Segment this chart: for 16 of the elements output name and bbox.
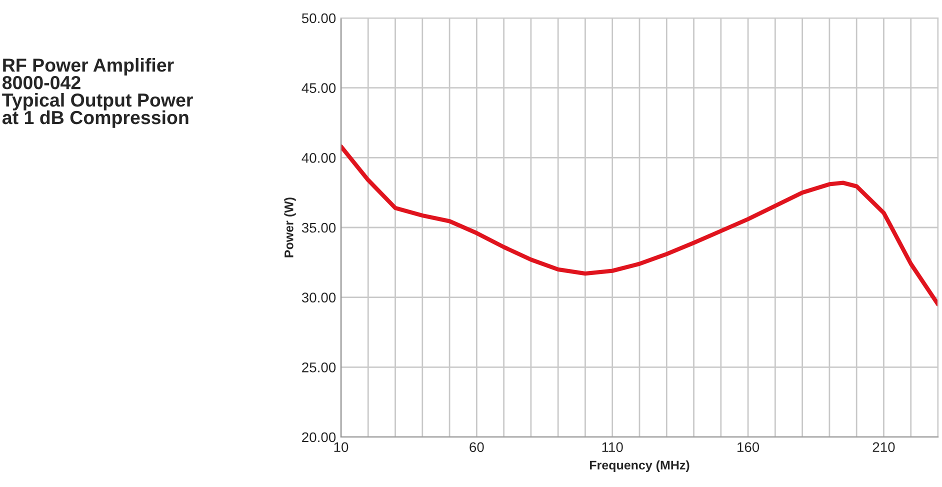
y-tick-label: 25.00 xyxy=(302,362,336,372)
y-tick-label: 20.00 xyxy=(302,432,336,442)
y-tick-label: 30.00 xyxy=(302,292,336,303)
y-tick-label: 45.00 xyxy=(302,83,336,94)
x-tick-label: 60 xyxy=(470,442,484,452)
y-axis-title: Power (W) xyxy=(284,198,296,258)
text: RF Power Amplifier 8000-042 Typical Output Power at 1 dB Compression xyxy=(2,58,193,128)
y-tick-label: 40.00 xyxy=(302,153,336,163)
line-series xyxy=(341,144,938,306)
x-axis-title: Frequency (MHz) xyxy=(590,460,690,472)
x-tick-label: 210 xyxy=(872,442,895,452)
y-tick-label: 50.00 xyxy=(302,13,336,24)
x-tick-label: 110 xyxy=(602,442,623,452)
x-tick-label: 160 xyxy=(738,442,760,452)
x-tick-label: 10 xyxy=(334,442,348,452)
y-tick-label: 35.00 xyxy=(302,222,336,233)
